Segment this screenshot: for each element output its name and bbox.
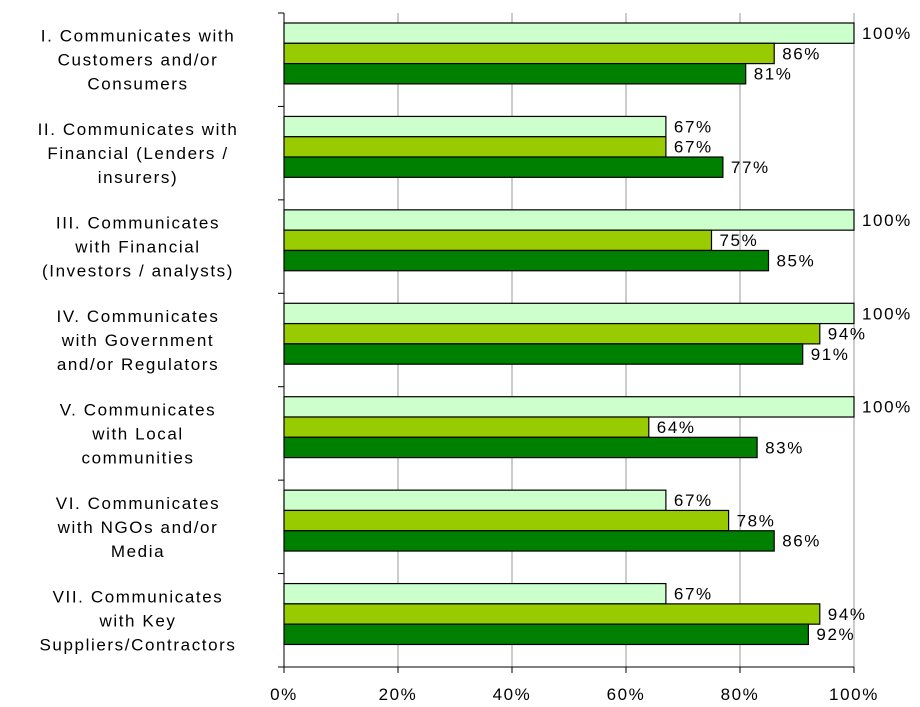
category-label: VI. Communicates <box>56 494 220 513</box>
data-label: 91% <box>811 345 850 364</box>
bar <box>283 136 667 158</box>
bar <box>283 509 730 532</box>
data-label: 67% <box>674 117 713 136</box>
x-tick-label: 20% <box>379 685 418 702</box>
data-label: 77% <box>731 158 770 177</box>
bar <box>283 603 821 625</box>
bar <box>283 22 855 44</box>
data-label: 67% <box>674 585 713 604</box>
category-label: Customers and/or <box>58 51 219 70</box>
category-label: with Local <box>91 424 184 443</box>
data-label: 81% <box>754 65 793 84</box>
bar <box>283 436 758 459</box>
category-label: with Government <box>61 331 215 350</box>
category-label: I. Communicates with <box>41 27 236 46</box>
x-tick-label: 40% <box>493 685 532 702</box>
data-label: 100% <box>862 24 912 43</box>
category-label: IV. Communicates <box>57 307 220 326</box>
category-label: Consumers <box>87 75 188 94</box>
bar <box>283 343 804 365</box>
data-label: 100% <box>862 398 912 417</box>
category-label: (Investors / analysts) <box>42 262 234 281</box>
data-label: 100% <box>862 211 912 230</box>
x-tick-label: 100% <box>829 685 879 702</box>
category-label: II. Communicates with <box>38 120 239 139</box>
category-label: with NGOs and/or <box>57 518 219 537</box>
bar <box>283 156 724 178</box>
bar <box>283 42 775 65</box>
category-label: III. Communicates <box>56 214 220 233</box>
bar <box>283 249 770 272</box>
bar <box>283 229 713 252</box>
data-label: 86% <box>782 532 821 551</box>
data-label: 94% <box>828 325 867 344</box>
category-label: communities <box>81 448 194 467</box>
category-label: insurers) <box>98 168 179 187</box>
bar <box>283 209 855 231</box>
bar <box>283 396 855 418</box>
data-label: 75% <box>720 231 759 250</box>
data-label: 67% <box>674 491 713 510</box>
data-label: 92% <box>816 625 855 644</box>
x-tick-label: 60% <box>607 685 646 702</box>
data-label: 64% <box>657 418 696 437</box>
category-label: VII. Communicates <box>53 587 224 606</box>
bar <box>283 623 810 646</box>
bar <box>283 582 667 605</box>
bar <box>283 62 747 85</box>
bar <box>283 530 775 552</box>
data-label: 67% <box>674 138 713 157</box>
data-label: 94% <box>828 605 867 624</box>
data-label: 100% <box>862 304 912 323</box>
bar <box>283 115 667 138</box>
bar <box>283 416 650 438</box>
category-label: Financial (Lenders / <box>47 144 228 163</box>
data-label: 86% <box>782 44 821 63</box>
category-label: V. Communicates <box>60 400 217 419</box>
data-label: 78% <box>737 511 776 530</box>
data-label: 85% <box>777 251 816 270</box>
category-label: with Key <box>98 611 176 630</box>
data-label: 83% <box>765 438 804 457</box>
category-label: Suppliers/Contractors <box>39 635 236 654</box>
bar <box>283 322 821 345</box>
category-label: and/or Regulators <box>57 355 219 374</box>
category-label: with Financial <box>74 238 200 257</box>
x-tick-label: 80% <box>721 685 760 702</box>
x-tick-label: 0% <box>270 685 298 702</box>
category-label: Media <box>111 542 165 561</box>
bar <box>283 302 855 325</box>
bar <box>283 489 667 512</box>
